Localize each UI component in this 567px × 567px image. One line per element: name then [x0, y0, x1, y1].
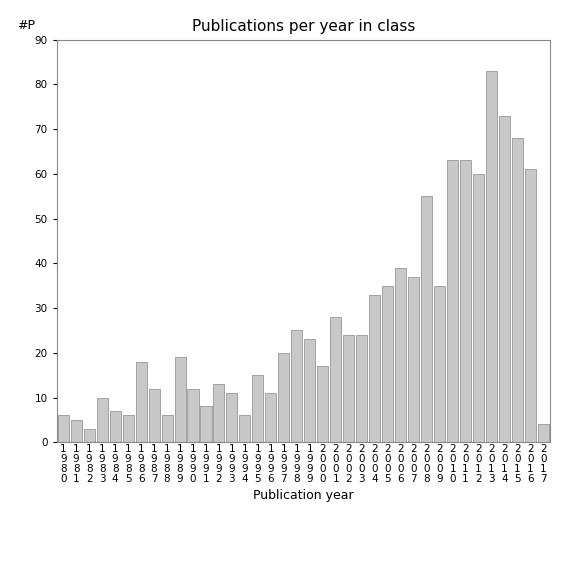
Bar — [473, 174, 484, 442]
Bar — [84, 429, 95, 442]
Bar — [486, 71, 497, 442]
Bar — [58, 416, 69, 442]
Bar — [226, 393, 238, 442]
Bar — [136, 362, 147, 442]
Bar — [291, 331, 302, 442]
Bar — [252, 375, 264, 442]
Bar — [408, 277, 419, 442]
Bar — [149, 388, 159, 442]
Bar — [331, 317, 341, 442]
X-axis label: Publication year: Publication year — [253, 489, 354, 502]
Bar — [265, 393, 276, 442]
Bar — [188, 388, 198, 442]
Bar — [356, 335, 367, 442]
Bar — [538, 424, 549, 442]
Bar — [343, 335, 354, 442]
Bar — [525, 170, 536, 442]
Bar — [499, 116, 510, 442]
Bar — [395, 268, 406, 442]
Bar — [434, 286, 445, 442]
Bar — [369, 295, 380, 442]
Bar — [213, 384, 225, 442]
Bar — [512, 138, 523, 442]
Bar — [278, 353, 289, 442]
Bar — [96, 397, 108, 442]
Bar — [71, 420, 82, 442]
Bar — [421, 196, 432, 442]
Bar — [318, 366, 328, 442]
Bar — [201, 407, 211, 442]
Text: #P: #P — [17, 19, 35, 32]
Bar — [122, 416, 134, 442]
Bar — [239, 416, 251, 442]
Title: Publications per year in class: Publications per year in class — [192, 19, 415, 35]
Bar — [304, 340, 315, 442]
Bar — [162, 416, 172, 442]
Bar — [109, 411, 121, 442]
Bar — [175, 357, 185, 442]
Bar — [382, 286, 393, 442]
Bar — [447, 160, 458, 442]
Bar — [460, 160, 471, 442]
